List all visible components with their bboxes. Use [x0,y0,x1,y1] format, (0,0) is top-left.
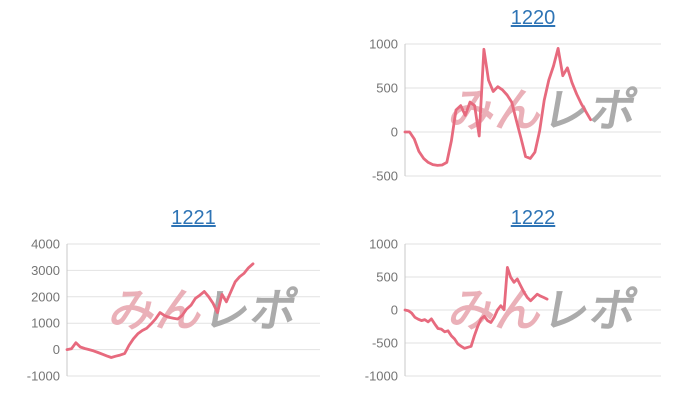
y-axis-tick-label: 3000 [31,263,60,278]
y-axis-tick-label: 0 [391,303,398,318]
slump-line [65,262,255,359]
watermark-text-pink: みん [445,84,548,136]
y-axis-tick-label: 500 [376,270,398,285]
minrepo-watermark: みんレポ [106,284,303,336]
machine-number-link-1221[interactable]: 1221 [171,207,216,229]
watermark-text-pink: みん [106,284,209,336]
y-axis-tick-label: 1000 [369,37,398,52]
slump-line [403,266,549,350]
minrepo-watermark: みんレポ [445,84,642,136]
machine-number-link-1220[interactable]: 1220 [510,7,556,29]
y-axis-tick-label: 1000 [369,237,398,252]
watermark-text-gray: レポ [539,84,642,136]
chart-cell-1222: 1222 1000 500 0 -500 -1000 みんレポ [350,200,700,400]
y-axis-tick-label: -1000 [365,369,398,384]
y-axis-tick-label: 0 [53,342,60,357]
y-axis-tick-label: 2000 [31,289,60,304]
watermark-text-gray: レポ [539,284,642,336]
y-axis-tick-label: 500 [376,81,398,96]
y-axis-tick-label: -500 [372,169,398,184]
chart-cell-1220: 1220 1000 500 0 -500 みんレポ [350,0,700,200]
slump-graph-1221: 4000 3000 2000 1000 0 -1000 みんレポ [27,237,320,384]
slump-graph-1222: 1000 500 0 -500 -1000 みんレポ [365,237,661,384]
machine-number-link-1222[interactable]: 1222 [510,207,556,229]
chart-cell-1221: 1221 4000 3000 2000 1000 0 -1000 みんレポ [0,200,350,400]
y-axis-tick-label: 1000 [31,316,60,331]
empty-cell [0,0,350,200]
y-axis-tick-label: 4000 [31,237,60,252]
y-axis-tick-label: -500 [372,336,398,351]
minrepo-watermark: みんレポ [445,284,642,336]
slump-graph-1220: 1000 500 0 -500 みんレポ [369,37,661,184]
y-axis-tick-label: -1000 [27,369,60,384]
slump-line [403,47,593,167]
y-axis-tick-label: 0 [391,125,398,140]
